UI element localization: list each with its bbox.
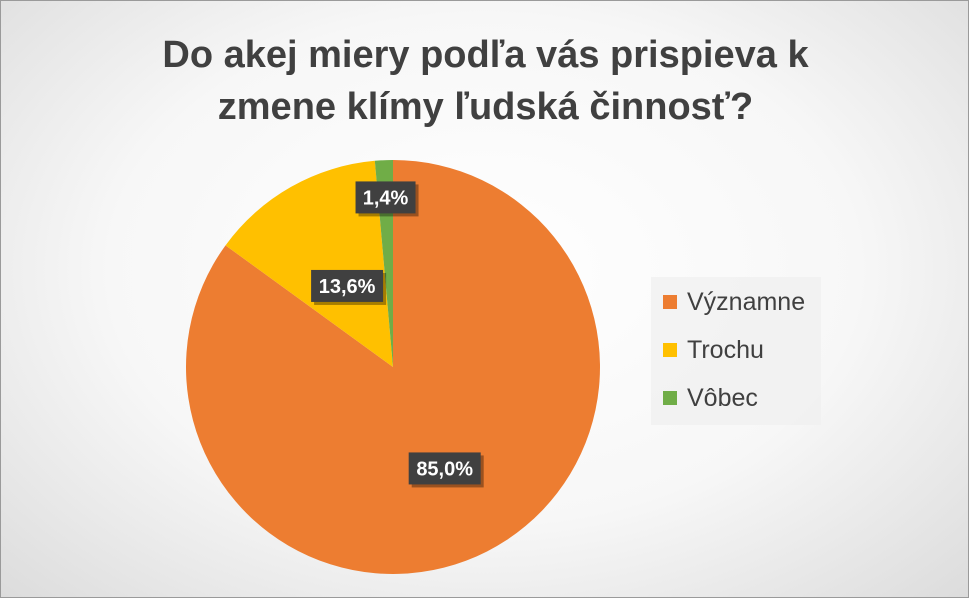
pie-slices <box>185 160 600 574</box>
data-label-3: 1,4% <box>355 181 419 217</box>
legend-item-trochu: Trochu <box>663 335 764 365</box>
legend-swatch <box>663 295 677 309</box>
data-label-box <box>408 452 481 485</box>
chart-title-line-2: zmene klímy ľudská činnosť? <box>217 86 754 128</box>
legend-swatch <box>663 343 677 357</box>
data-label-2: 13,6% <box>311 269 387 305</box>
pie-data-labels: 85,0% 13,6% 1,4% <box>311 181 484 488</box>
data-label-text: 1,4% <box>363 187 409 209</box>
legend: Významne Trochu Vôbec <box>651 277 821 425</box>
data-label-text: 85,0% <box>416 458 473 480</box>
data-label-1: 85,0% <box>408 452 484 488</box>
pie-slice-2 <box>225 160 393 367</box>
data-label-box <box>355 181 416 214</box>
chart-title-line-1: Do akej miery podľa vás prispieva k <box>162 34 809 76</box>
legend-item-vobec: Vôbec <box>663 383 758 413</box>
data-label-box <box>311 269 384 302</box>
legend-swatch <box>663 391 677 405</box>
legend-label: Významne <box>687 287 806 316</box>
chart-title: Do akej miery podľa vás prispieva k zmen… <box>1 29 968 133</box>
data-label-text: 13,6% <box>319 276 376 298</box>
legend-label: Trochu <box>687 335 764 364</box>
legend-label: Vôbec <box>687 383 758 412</box>
legend-item-vyznamne: Významne <box>663 287 805 317</box>
